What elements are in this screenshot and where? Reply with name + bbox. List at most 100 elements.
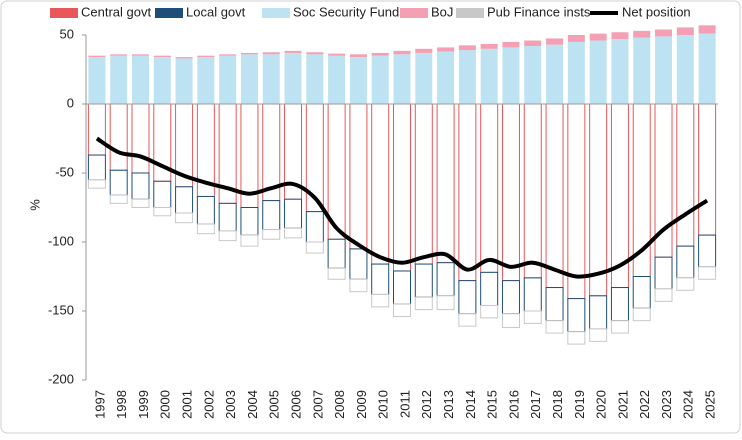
bar-segment (175, 58, 193, 104)
x-tick-label: 2013 (441, 390, 456, 419)
bar-segment (611, 32, 629, 40)
legend-label: BoJ (431, 4, 453, 19)
bar-segment (393, 103, 411, 272)
x-tick-label: 1999 (136, 390, 151, 419)
bar-segment (262, 200, 281, 231)
bar-segment (371, 263, 390, 295)
bar-segment (393, 50, 411, 55)
bar-segment (109, 169, 128, 196)
bar-segment (436, 103, 455, 264)
bar-segment (393, 270, 411, 305)
bar-segment (240, 52, 258, 55)
legend-swatch (50, 8, 78, 18)
bar-segment (262, 54, 280, 104)
x-tick-label: 2004 (245, 390, 260, 419)
bar-segment (676, 35, 694, 104)
bar-segment (240, 54, 258, 104)
bar-segment (567, 298, 586, 333)
bar-segment (262, 229, 281, 240)
line-series (95, 136, 709, 279)
bar-segment (610, 287, 629, 322)
x-tick-label: 2000 (158, 390, 173, 419)
legend-swatch (262, 8, 290, 18)
x-tick-label: 2020 (594, 390, 609, 419)
bar-segment (698, 234, 717, 268)
bar-segment (414, 263, 433, 298)
bar-segment (153, 207, 172, 217)
bar-segment (589, 103, 608, 297)
bar-segment (458, 280, 477, 315)
x-tick-label: 2024 (681, 390, 696, 419)
bar-segment (87, 154, 106, 181)
bar-segment (524, 40, 542, 47)
bar-segment (284, 52, 302, 104)
bar-segment (196, 195, 215, 225)
bar-segment (589, 328, 608, 342)
bar-segment (589, 295, 608, 330)
bar-segment (109, 103, 128, 171)
x-tick-label: 2014 (463, 390, 478, 419)
bar-segment (414, 296, 433, 311)
y-tick-label: 0 (67, 95, 74, 110)
bar-segment (458, 103, 477, 282)
x-tick-label: 2005 (267, 390, 282, 419)
y-tick-label: 50 (60, 26, 74, 41)
bar-segment (219, 55, 237, 104)
bar-segment (197, 57, 215, 104)
x-tick-label: 2001 (180, 390, 195, 419)
y-tick-label: -200 (48, 371, 74, 386)
bar-segment (698, 266, 717, 280)
bar-segment (218, 202, 237, 232)
x-tick-label: 2007 (310, 390, 325, 419)
legend-label: Soc Security Funds (293, 4, 406, 19)
bar-segment (284, 50, 302, 53)
bar-segment (415, 48, 433, 53)
bar-segment (480, 48, 498, 104)
x-tick-label: 2010 (376, 390, 391, 419)
bar-segment (349, 248, 368, 280)
bar-segment (633, 37, 651, 105)
bar-segment (371, 55, 389, 104)
bar-segment (654, 288, 673, 302)
bar-segment (393, 303, 411, 318)
y-tick-label: -150 (48, 302, 74, 317)
bar-segment (284, 198, 303, 229)
x-tick-label: 2011 (397, 390, 412, 418)
bar-segment (328, 53, 346, 56)
bar-segment (371, 293, 390, 308)
bar-segment (545, 287, 564, 322)
x-tick-label: 2015 (485, 390, 500, 419)
bar-segment (567, 41, 585, 104)
bar-segment (218, 230, 237, 242)
bar-segment (502, 47, 520, 104)
x-tick-label: 2025 (703, 390, 718, 419)
bar-segment (436, 295, 455, 311)
x-tick-label: 2006 (288, 390, 303, 419)
x-tick-label: 2019 (572, 390, 587, 419)
bar-segment (501, 103, 520, 282)
bar-segment (240, 207, 259, 236)
bar-segment (306, 54, 324, 104)
bar-segment (501, 280, 520, 315)
bar-segment (197, 55, 215, 58)
x-tick-label: 2008 (332, 390, 347, 419)
bar-segment (523, 310, 542, 324)
bar-segment (655, 29, 673, 37)
x-tick-label: 2003 (223, 390, 238, 419)
x-tick-label: 2012 (419, 390, 434, 419)
bar-segment (327, 267, 346, 280)
legend-swatch (400, 8, 428, 18)
bar-segment (698, 25, 716, 34)
legend-label: Local govt (186, 4, 246, 19)
legend-label: Central govt (81, 4, 151, 19)
x-tick-label: 2009 (354, 390, 369, 419)
bar-segment (262, 52, 280, 55)
x-tick-label: 1998 (114, 390, 129, 419)
bar-segment (698, 33, 716, 105)
bar-segment (371, 103, 390, 265)
bar-segment (458, 45, 476, 51)
bar-segment (545, 320, 564, 334)
bar-segment (480, 43, 498, 49)
x-tick-label: 2018 (550, 390, 565, 419)
